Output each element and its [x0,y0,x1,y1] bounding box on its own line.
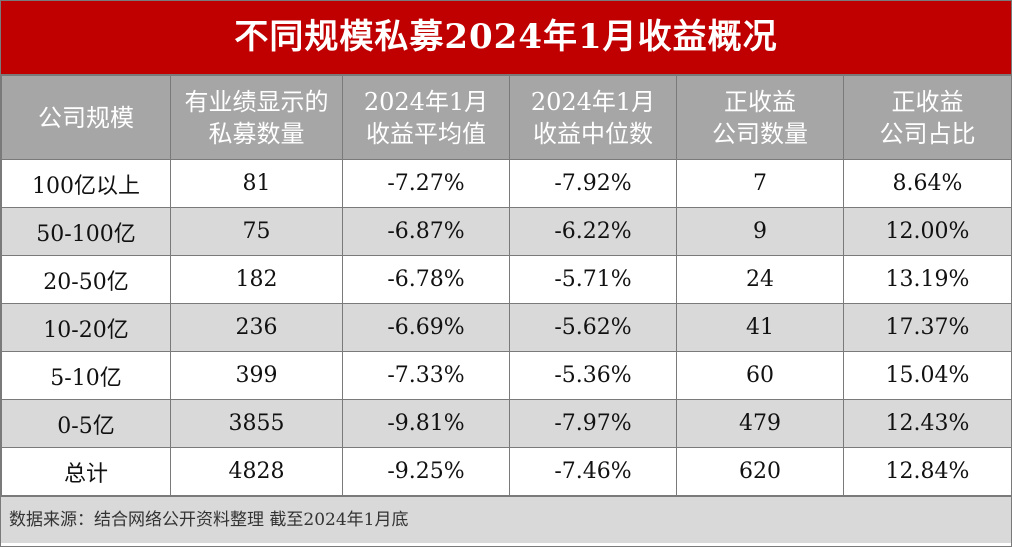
table-row: 50-100亿 75 -6.87% -6.22% 9 12.00% [1,207,1012,256]
table-title: 不同规模私募2024年1月收益概况 [1,1,1011,75]
table-row: 5-10亿 399 -7.33% -5.36% 60 15.04% [1,351,1012,400]
cell-median-return: -5.36% [509,351,677,400]
cell-average-return: -7.33% [342,351,510,400]
cell-fund-count: 182 [170,255,343,304]
cell-company-size: 20-50亿 [1,255,171,304]
cell-fund-count: 81 [170,159,343,208]
cell-average-return: -9.25% [342,447,510,496]
returns-table: 公司规模 有业绩显示的 私募数量 2024年1月 收益平均值 2024年1月 收… [1,75,1012,496]
cell-fund-count: 4828 [170,447,343,496]
cell-average-return: -6.87% [342,207,510,256]
cell-average-return: -6.69% [342,303,510,352]
cell-average-return: -7.27% [342,159,510,208]
cell-positive-count: 620 [676,447,844,496]
cell-positive-ratio: 12.00% [843,207,1012,256]
cell-fund-count: 236 [170,303,343,352]
header-average-return: 2024年1月 收益平均值 [342,75,510,160]
cell-average-return: -9.81% [342,399,510,448]
header-fund-count: 有业绩显示的 私募数量 [170,75,343,160]
cell-median-return: -5.62% [509,303,677,352]
table-row: 0-5亿 3855 -9.81% -7.97% 479 12.43% [1,399,1012,448]
cell-median-return: -7.97% [509,399,677,448]
cell-positive-count: 41 [676,303,844,352]
cell-company-size: 100亿以上 [1,159,171,208]
header-median-return: 2024年1月 收益中位数 [509,75,677,160]
cell-positive-ratio: 12.84% [843,447,1012,496]
cell-positive-count: 7 [676,159,844,208]
cell-fund-count: 399 [170,351,343,400]
cell-company-size: 0-5亿 [1,399,171,448]
cell-median-return: -5.71% [509,255,677,304]
cell-fund-count: 3855 [170,399,343,448]
source-note: 数据来源：结合网络公开资料整理 截至2024年1月底 [1,496,1011,543]
cell-median-return: -7.92% [509,159,677,208]
header-positive-ratio: 正收益 公司占比 [843,75,1012,160]
cell-positive-ratio: 17.37% [843,303,1012,352]
cell-positive-count: 60 [676,351,844,400]
table-row: 100亿以上 81 -7.27% -7.92% 7 8.64% [1,159,1012,208]
header-company-size: 公司规模 [1,75,171,160]
cell-positive-ratio: 12.43% [843,399,1012,448]
cell-positive-ratio: 8.64% [843,159,1012,208]
cell-median-return: -6.22% [509,207,677,256]
cell-positive-count: 24 [676,255,844,304]
total-row: 总计 4828 -9.25% -7.46% 620 12.84% [1,447,1012,496]
cell-fund-count: 75 [170,207,343,256]
cell-positive-ratio: 13.19% [843,255,1012,304]
cell-positive-ratio: 15.04% [843,351,1012,400]
cell-company-size: 10-20亿 [1,303,171,352]
table-row: 10-20亿 236 -6.69% -5.62% 41 17.37% [1,303,1012,352]
cell-company-size: 5-10亿 [1,351,171,400]
cell-company-size: 总计 [1,447,171,496]
header-positive-count: 正收益 公司数量 [676,75,844,160]
cell-company-size: 50-100亿 [1,207,171,256]
cell-positive-count: 479 [676,399,844,448]
cell-positive-count: 9 [676,207,844,256]
header-row: 公司规模 有业绩显示的 私募数量 2024年1月 收益平均值 2024年1月 收… [1,75,1012,160]
cell-median-return: -7.46% [509,447,677,496]
table-row: 20-50亿 182 -6.78% -5.71% 24 13.19% [1,255,1012,304]
cell-average-return: -6.78% [342,255,510,304]
